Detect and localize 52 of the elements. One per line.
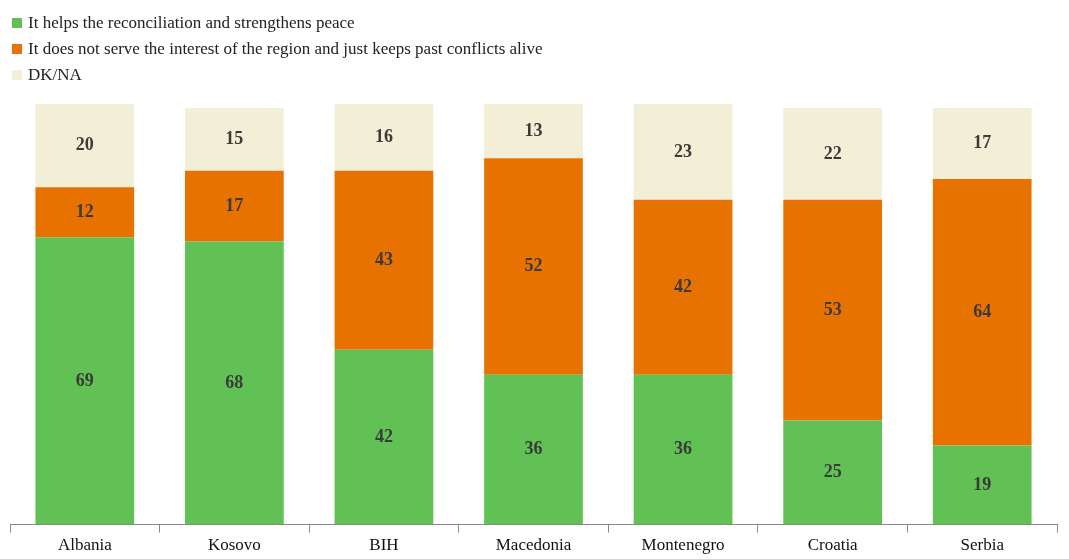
bar <box>35 104 135 188</box>
bar <box>484 104 583 159</box>
x-tick-label: Montenegro <box>641 535 725 555</box>
data-label: 12 <box>75 200 94 221</box>
data-label: 68 <box>225 371 244 392</box>
data-label: 64 <box>973 300 992 321</box>
bar <box>633 374 733 525</box>
data-label: 69 <box>75 369 94 390</box>
data-label: 42 <box>674 275 693 296</box>
bar <box>35 187 135 238</box>
data-label: 52 <box>524 255 543 276</box>
bar <box>185 108 284 171</box>
data-label: 36 <box>674 438 693 459</box>
data-label: 36 <box>524 438 543 459</box>
legend-label: It helps the reconciliation and strengthens peace <box>28 13 355 33</box>
bar <box>932 178 1032 446</box>
data-label: 25 <box>823 461 842 482</box>
x-tick-label: Kosovo <box>207 535 261 555</box>
bar <box>35 237 135 525</box>
x-tick-label: Serbia <box>960 535 1005 555</box>
data-label: 15 <box>225 128 244 149</box>
data-label: 13 <box>524 119 543 140</box>
x-tick-label: Albania <box>57 535 113 555</box>
bar <box>633 199 733 375</box>
data-label: 42 <box>374 425 393 446</box>
x-tick-label: Macedonia <box>495 535 572 555</box>
data-label: 43 <box>374 248 393 269</box>
data-label: 53 <box>823 298 842 319</box>
x-tick-label: BIH <box>369 535 399 555</box>
x-tick-label: Croatia <box>807 535 859 555</box>
bar <box>484 374 583 525</box>
data-label: 17 <box>973 132 992 153</box>
bar <box>932 445 1032 525</box>
bar <box>185 241 284 525</box>
bar <box>334 349 434 525</box>
bar <box>334 104 434 171</box>
data-label: 20 <box>75 134 94 155</box>
data-label: 19 <box>973 473 992 494</box>
bar <box>334 170 434 350</box>
bar <box>633 104 733 200</box>
bar <box>783 420 882 525</box>
bar <box>783 108 882 200</box>
bar <box>932 108 1032 179</box>
data-label: 23 <box>674 140 693 161</box>
data-label: 17 <box>225 194 244 215</box>
bar <box>484 158 583 375</box>
legend-label: DK/NA <box>28 65 82 85</box>
data-label: 16 <box>374 125 393 146</box>
bar <box>783 199 882 421</box>
bar <box>185 170 284 242</box>
legend-label: It does not serve the interest of the region and just keeps past conflicts alive <box>28 39 543 59</box>
data-label: 22 <box>823 142 842 163</box>
